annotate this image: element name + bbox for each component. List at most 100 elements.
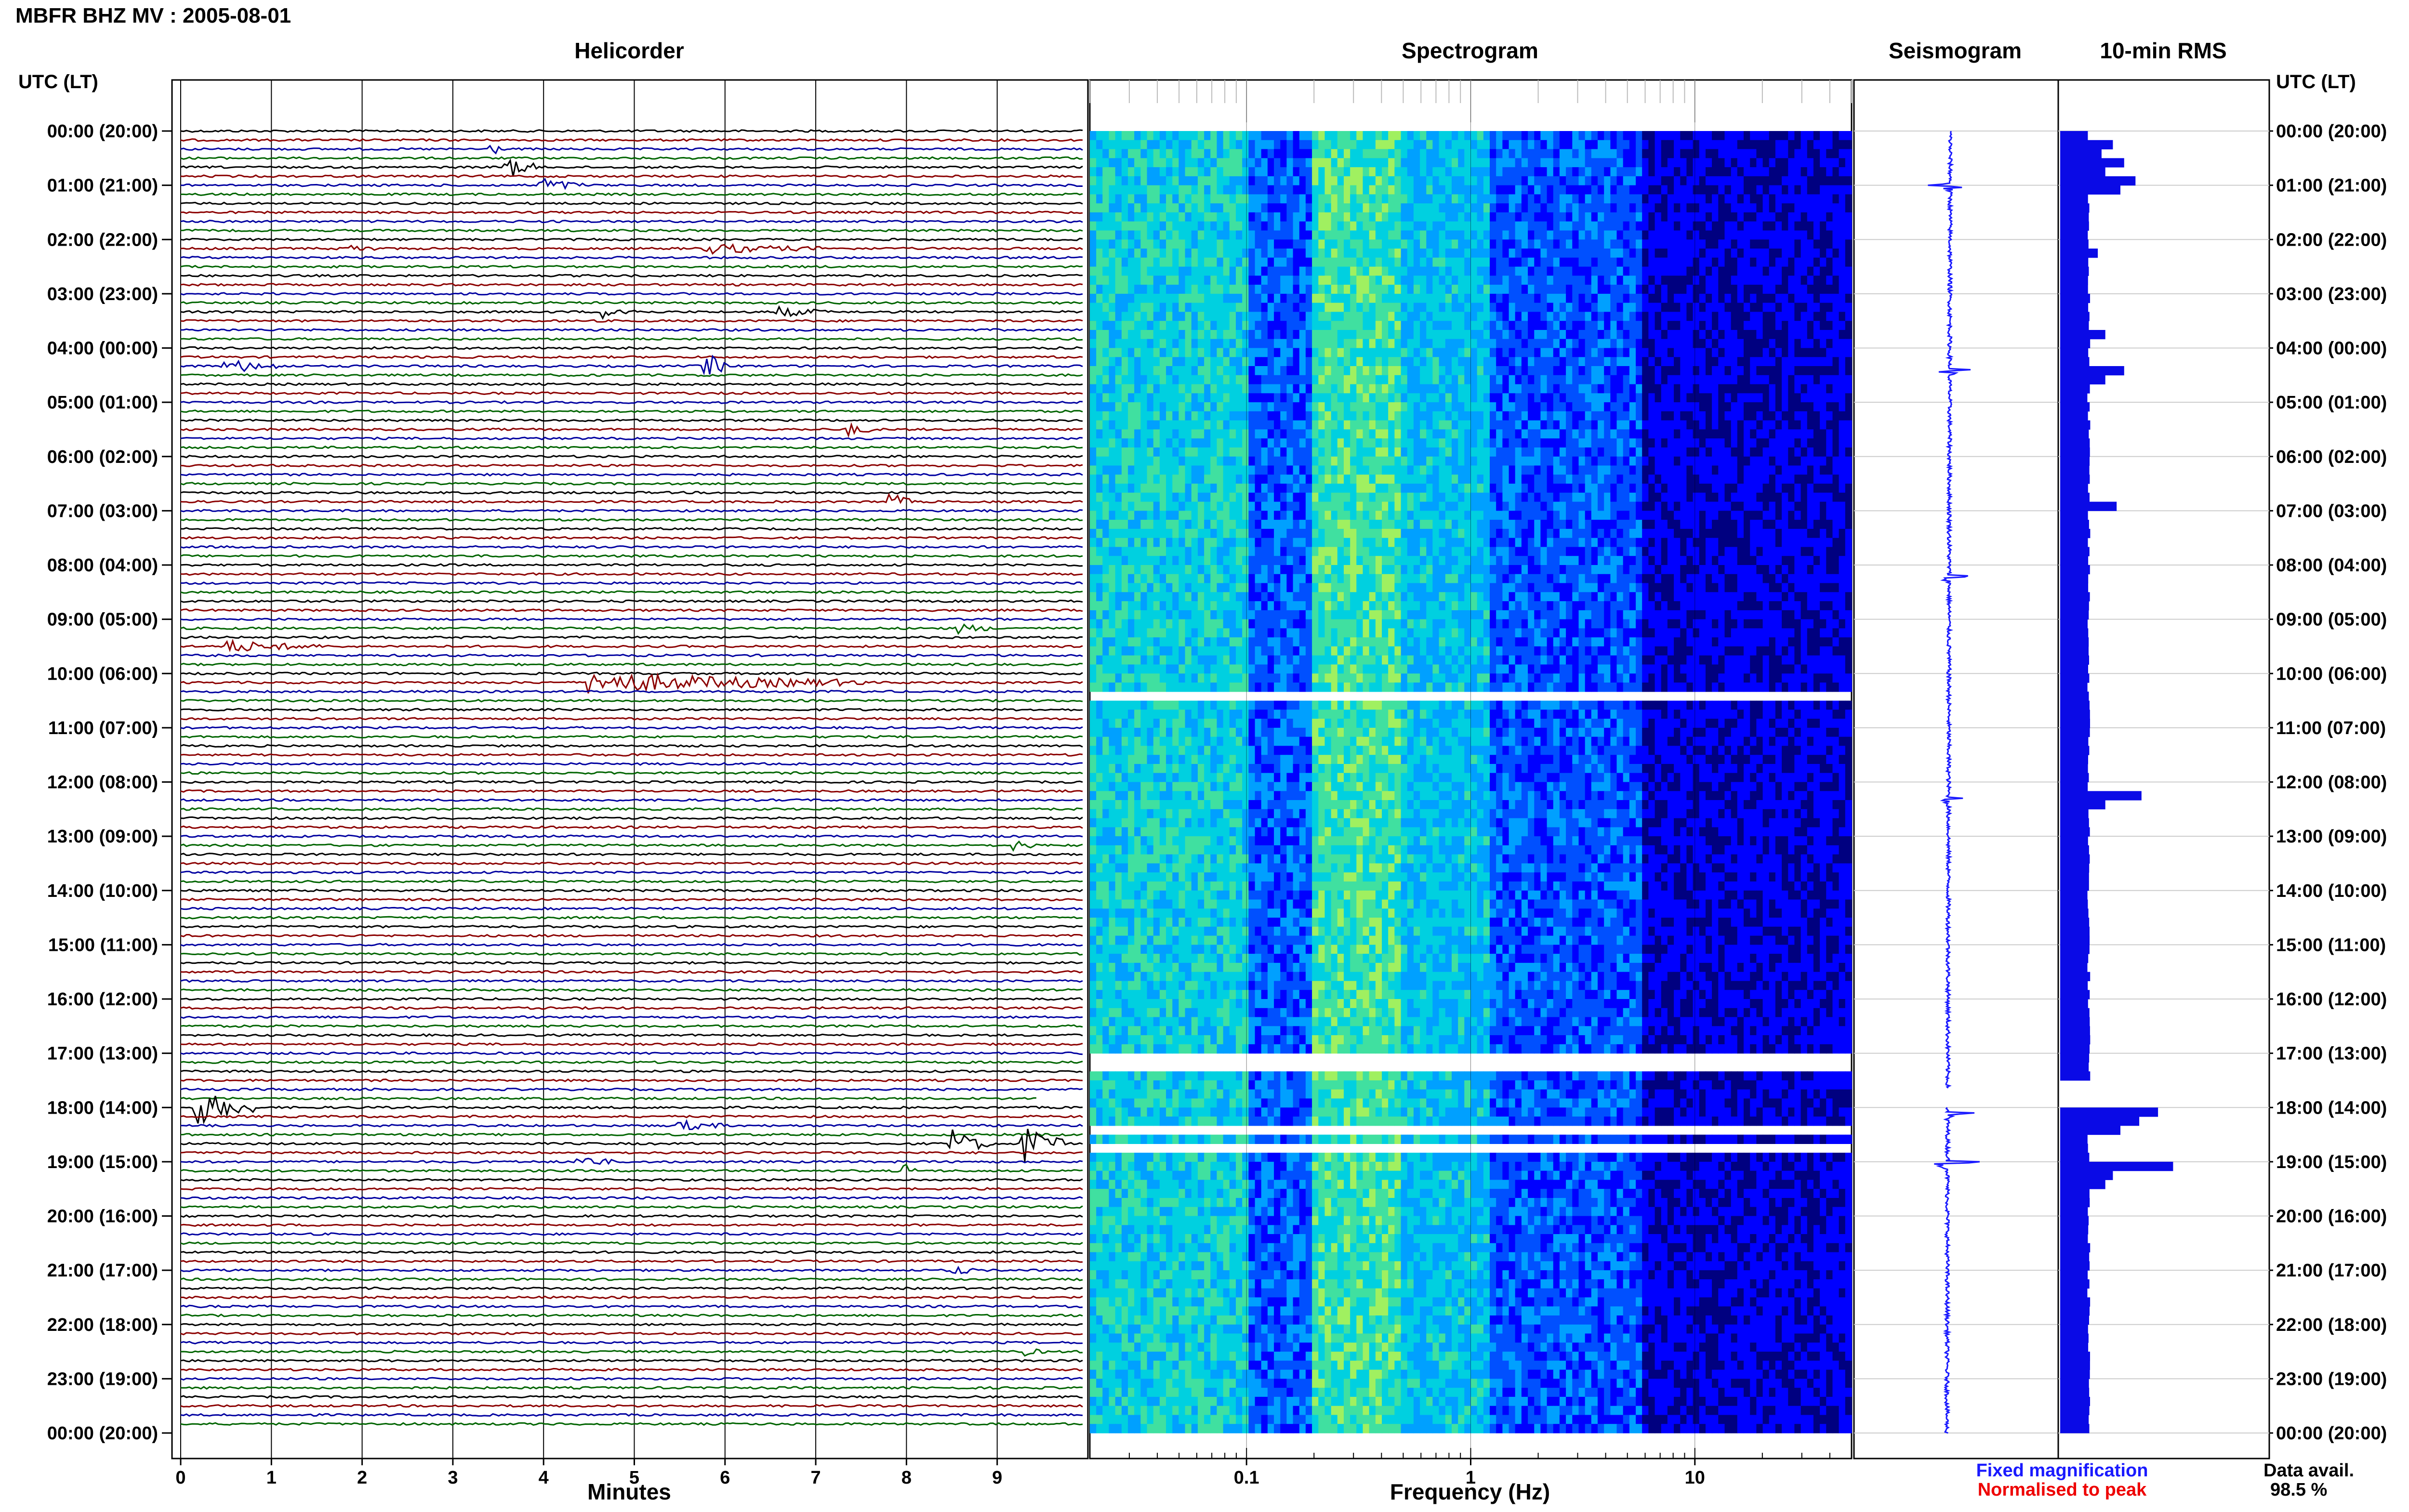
spectrogram-cell — [1598, 447, 1604, 457]
spectrogram-cell — [1731, 366, 1738, 375]
spectrogram-cell — [1242, 366, 1249, 375]
spectrogram-cell — [1483, 402, 1490, 411]
spectrogram-cell — [1445, 194, 1452, 203]
spectrogram-cell — [1299, 330, 1306, 339]
spectrogram-cell — [1420, 276, 1427, 285]
spectrogram-cell — [1230, 312, 1236, 321]
spectrogram-cell — [1788, 176, 1795, 185]
spectrogram-cell — [1534, 203, 1541, 212]
spectrogram-cell — [1540, 258, 1547, 267]
spectrogram-cell — [1096, 393, 1103, 402]
spectrogram-cell — [1394, 429, 1401, 438]
spectrogram-cell — [1623, 303, 1630, 312]
spectrogram-cell — [1839, 321, 1846, 330]
spectrogram-cell — [1490, 357, 1496, 366]
spectrogram-cell — [1712, 285, 1719, 294]
spectrogram-cell — [1845, 176, 1852, 185]
spectrogram-cell — [1401, 466, 1408, 475]
spectrogram-cell — [1515, 249, 1522, 258]
spectrogram-cell — [1737, 176, 1744, 185]
spectrogram-cell — [1826, 149, 1833, 158]
spectrogram-cell — [1725, 239, 1732, 249]
spectrogram-cell — [1096, 312, 1103, 321]
spectrogram-cell — [1509, 421, 1516, 430]
spectrogram-cell — [1718, 411, 1725, 421]
spectrogram-cell — [1439, 294, 1446, 303]
spectrogram-cell — [1693, 357, 1700, 366]
time-label-left: 15:00 (11:00) — [48, 935, 158, 955]
spectrogram-cell — [1807, 167, 1814, 176]
spectrogram-cell — [1807, 339, 1814, 348]
spectrogram-cell — [1591, 276, 1598, 285]
spectrogram-cell — [1414, 249, 1420, 258]
spectrogram-cell — [1636, 294, 1642, 303]
spectrogram-cell — [1744, 447, 1750, 457]
spectrogram-cell — [1261, 384, 1268, 394]
spectrogram-cell — [1566, 457, 1573, 466]
spectrogram-cell — [1096, 466, 1103, 475]
spectrogram-cell — [1623, 429, 1630, 438]
spectrogram-cell — [1210, 330, 1217, 339]
spectrogram-cell — [1693, 267, 1700, 276]
spectrogram-cell — [1598, 312, 1604, 321]
spectrogram-cell — [1337, 466, 1344, 475]
spectrogram-cell — [1642, 366, 1649, 375]
spectrogram-cell — [1153, 176, 1160, 185]
spectrogram-cell — [1680, 267, 1687, 276]
spectrogram-cell — [1782, 348, 1788, 357]
spectrogram-cell — [1668, 447, 1674, 457]
spectrogram-cell — [1699, 194, 1706, 203]
spectrogram-cell — [1312, 222, 1319, 231]
spectrogram-cell — [1280, 438, 1287, 447]
spectrogram-cell — [1756, 185, 1763, 195]
spectrogram-cell — [1566, 231, 1573, 240]
spectrogram-cell — [1178, 321, 1185, 330]
spectrogram-cell — [1490, 276, 1496, 285]
spectrogram-cell — [1744, 249, 1750, 258]
spectrogram-cell — [1356, 131, 1363, 140]
spectrogram-cell — [1629, 131, 1636, 140]
spectrogram-cell — [1515, 330, 1522, 339]
spectrogram-cell — [1432, 366, 1439, 375]
spectrogram-cell — [1763, 176, 1770, 185]
spectrogram-cell — [1331, 231, 1338, 240]
spectrogram-cell — [1585, 348, 1592, 357]
spectrogram-cell — [1178, 474, 1185, 484]
spectrogram-cell — [1401, 158, 1408, 167]
spectrogram-cell — [1515, 239, 1522, 249]
spectrogram-cell — [1255, 466, 1262, 475]
spectrogram-cell — [1401, 140, 1408, 149]
spectrogram-cell — [1522, 249, 1528, 258]
spectrogram-cell — [1826, 276, 1833, 285]
spectrogram-cell — [1439, 348, 1446, 357]
spectrogram-cell — [1509, 330, 1516, 339]
spectrogram-cell — [1458, 474, 1465, 484]
spectrogram-cell — [1490, 294, 1496, 303]
spectrogram-cell — [1502, 158, 1509, 167]
spectrogram-cell — [1515, 375, 1522, 384]
spectrogram-cell — [1496, 366, 1503, 375]
spectrogram-cell — [1420, 375, 1427, 384]
spectrogram-cell — [1775, 339, 1782, 348]
spectrogram-cell — [1471, 140, 1478, 149]
spectrogram-cell — [1115, 176, 1122, 185]
spectrogram-cell — [1090, 222, 1097, 231]
spectrogram-cell — [1522, 203, 1528, 212]
spectrogram-cell — [1712, 321, 1719, 330]
spectrogram-cell — [1401, 222, 1408, 231]
spectrogram-cell — [1502, 131, 1509, 140]
spectrogram-cell — [1623, 267, 1630, 276]
spectrogram-cell — [1547, 194, 1554, 203]
spectrogram-cell — [1096, 447, 1103, 457]
spectrogram-cell — [1382, 411, 1389, 421]
spectrogram-cell — [1401, 149, 1408, 158]
spectrogram-cell — [1217, 149, 1224, 158]
spectrogram-cell — [1547, 348, 1554, 357]
spectrogram-cell — [1306, 457, 1312, 466]
spectrogram-cell — [1230, 276, 1236, 285]
spectrogram-cell — [1750, 375, 1757, 384]
spectrogram-cell — [1401, 312, 1408, 321]
spectrogram-cell — [1560, 321, 1566, 330]
spectrogram-cell — [1502, 239, 1509, 249]
spectrogram-cell — [1388, 267, 1395, 276]
